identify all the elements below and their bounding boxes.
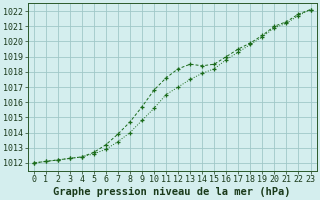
X-axis label: Graphe pression niveau de la mer (hPa): Graphe pression niveau de la mer (hPa) — [53, 186, 291, 197]
